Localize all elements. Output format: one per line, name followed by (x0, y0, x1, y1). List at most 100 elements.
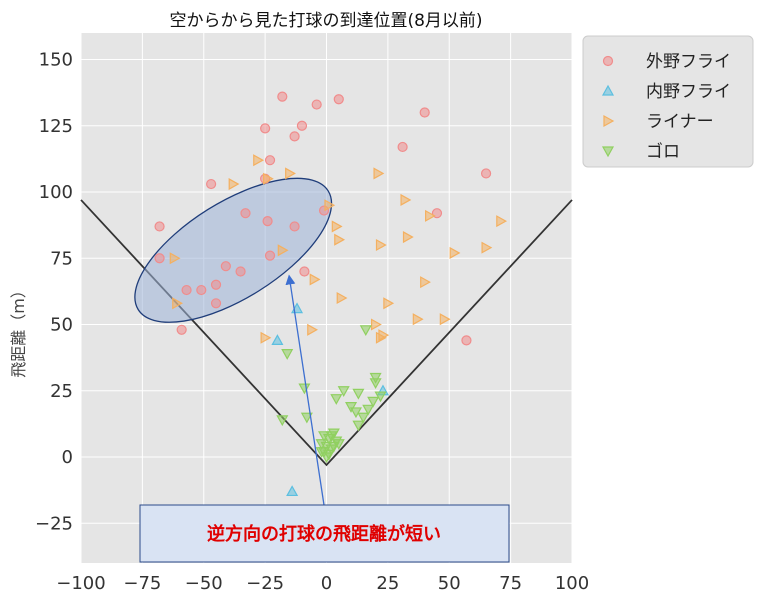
legend-marker (603, 114, 615, 128)
x-tick-label: −100 (56, 573, 105, 594)
data-point (281, 349, 294, 360)
data-point (449, 246, 461, 259)
data-point (253, 154, 264, 167)
data-point (371, 318, 382, 331)
data-point (330, 394, 343, 405)
data-point (320, 452, 333, 464)
data-point (439, 313, 451, 326)
data-point (264, 155, 276, 166)
data-point (289, 131, 300, 142)
data-point (412, 313, 424, 326)
data-point (311, 99, 322, 110)
y-tick-label: −25 (35, 513, 73, 534)
data-point (289, 221, 300, 232)
data-point (176, 324, 187, 335)
data-point (307, 323, 319, 336)
data-point (362, 404, 375, 416)
data-point (196, 284, 207, 296)
data-point (235, 266, 246, 277)
data-point (337, 386, 350, 397)
data-point (172, 297, 183, 310)
data-point (374, 391, 387, 403)
x-tick-label: −50 (185, 573, 223, 594)
data-point (240, 208, 251, 219)
data-point (260, 331, 272, 344)
data-point (461, 335, 472, 346)
data-point (169, 252, 181, 265)
data-point (369, 372, 382, 384)
data-point (383, 297, 395, 310)
x-tick-label: −25 (246, 573, 284, 594)
data-point (367, 396, 380, 408)
data-point (402, 231, 414, 244)
data-point (262, 172, 274, 185)
data-point (352, 388, 365, 400)
data-point (220, 261, 231, 272)
data-point (285, 167, 296, 180)
legend-label: ゴロ (646, 141, 680, 162)
legend-frame (582, 35, 754, 168)
data-point (228, 178, 240, 191)
x-tick-label: 50 (438, 573, 461, 594)
data-point (357, 412, 370, 424)
data-point (260, 123, 271, 134)
data-point (309, 273, 321, 286)
data-point (296, 120, 308, 131)
data-point (210, 298, 222, 309)
data-point (375, 238, 387, 252)
y-tick-label: 125 (39, 116, 73, 137)
y-axis-title: 飛距離（m） (9, 282, 28, 378)
series-triangle-right (169, 154, 508, 344)
data-point (271, 334, 284, 345)
x-axis-ticks: −100 −75 −50 −25 0 25 50 75 100 (56, 573, 589, 594)
data-point (181, 284, 192, 296)
data-point (419, 107, 430, 118)
callout-text: 逆方向の打球の飛距離が短い (207, 523, 441, 545)
data-point (496, 215, 508, 228)
y-tick-label: 150 (39, 50, 73, 71)
data-point (325, 431, 338, 443)
chart-title: 空からから見た打球の到達位置(8月以前) (169, 11, 482, 31)
data-point (369, 378, 382, 390)
x-tick-label: −75 (123, 573, 161, 594)
legend-marker (601, 146, 615, 158)
data-point (378, 329, 390, 342)
x-tick-label: 75 (499, 573, 522, 594)
y-tick-label: 50 (50, 315, 73, 336)
data-point (210, 279, 222, 290)
data-point (397, 141, 408, 153)
annotation: 逆方向の打球の飛距離が短い (139, 274, 510, 563)
data-point (349, 407, 362, 419)
data-point (286, 485, 299, 497)
data-point (206, 178, 217, 190)
y-tick-label: 100 (39, 182, 73, 203)
data-point (334, 233, 346, 246)
data-point (345, 402, 358, 413)
legend-label: ライナー (646, 112, 714, 132)
data-point (359, 325, 372, 337)
data-point (324, 199, 336, 212)
data-point (299, 266, 310, 277)
callout-arrow (285, 274, 325, 506)
data-point (332, 439, 345, 450)
data-point (276, 415, 289, 427)
x-tick-label: 25 (376, 573, 399, 594)
legend-label: 内野フライ (646, 82, 731, 102)
series-triangle-down (276, 325, 387, 464)
data-point (420, 276, 431, 289)
x-tick-label: 100 (555, 573, 589, 594)
data-point (300, 412, 313, 424)
y-axis-ticks: −25 0 25 50 75 100 125 150 (35, 50, 73, 535)
data-point (352, 420, 365, 432)
data-point (154, 253, 165, 264)
data-point (262, 216, 273, 227)
data-point (277, 244, 289, 257)
legend-label: 外野フライ (646, 52, 731, 72)
legend-marker (602, 55, 614, 67)
data-point (373, 167, 385, 180)
y-tick-label: 0 (62, 447, 73, 468)
data-point (480, 168, 492, 179)
data-point (264, 250, 276, 261)
